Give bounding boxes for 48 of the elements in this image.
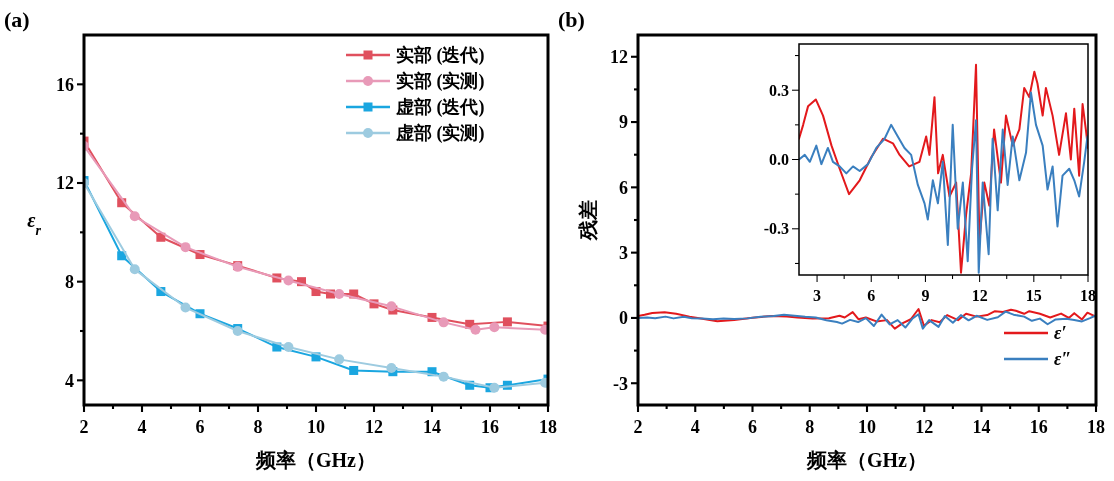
y-axis-title: ε$_{r}$ [27,209,42,238]
legend-label: 虚部 (迭代) [395,97,485,119]
x-tick-label: 8 [805,417,815,437]
x-tick-label: 9 [921,287,930,304]
x-tick-label: 18 [1080,287,1096,304]
x-tick-label: 10 [307,417,325,437]
x-tick-label: 14 [972,417,991,437]
legend-label: 虚部 (实测) [395,123,485,145]
x-tick-label: 6 [748,417,757,437]
x-tick-label: 4 [137,417,147,437]
y-tick-label: 0.0 [769,151,789,169]
x-tick-label: 16 [481,417,499,437]
y-tick-label: 9 [619,112,628,133]
x-tick-label: 15 [1025,287,1042,304]
y-axis-title: 残差 [577,200,599,241]
legend-label: 实部 (实测) [396,71,485,93]
legend-label: ε″ [1054,349,1072,370]
x-tick-label: 6 [195,417,205,437]
x-tick-label: 8 [253,417,263,437]
x-tick-label: 4 [690,417,700,437]
y-tick-label: -3 [613,373,628,394]
x-tick-label: 16 [1029,417,1048,437]
x-axis-title: 频率（GHz） [806,449,927,471]
legend-label: 实部 (迭代) [396,45,485,67]
x-tick-label: 18 [1087,417,1105,437]
y-tick-label: 0.3 [769,81,789,99]
y-tick-label: 12 [56,173,74,194]
x-axis-title: 频率（GHz） [255,449,376,471]
x-tick-label: 10 [858,417,876,437]
x-tick-label: 12 [971,287,988,304]
x-tick-label: 3 [813,287,822,304]
y-tick-label: 12 [610,47,628,68]
y-tick-label: 16 [56,74,74,95]
x-tick-label: 6 [867,287,876,304]
legend-label: ε′ [1054,323,1067,344]
chart-title: (a) [4,7,30,32]
y-tick-label: 3 [619,242,628,263]
x-tick-label: 18 [539,417,557,437]
x-tick-label: 2 [79,417,89,437]
y-tick-label: 0 [619,308,628,329]
x-tick-label: 12 [365,417,383,437]
x-tick-label: 2 [633,417,643,437]
x-tick-label: 14 [423,417,441,437]
y-tick-label: 4 [65,370,74,391]
chart-title: (b) [558,7,585,32]
x-tick-label: 12 [915,417,934,437]
y-tick-label: 6 [619,177,628,198]
y-tick-label: -0.3 [763,220,789,238]
